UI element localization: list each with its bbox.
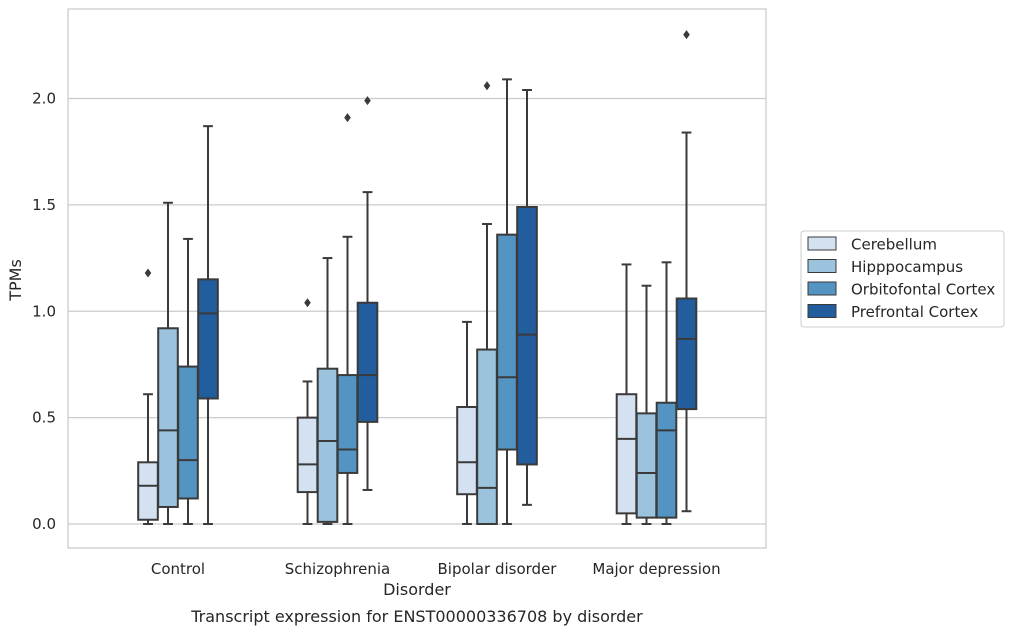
outlier-point	[683, 30, 690, 40]
box-0-1	[157, 201, 179, 525]
box-1-0	[296, 298, 319, 525]
box-3-2	[655, 261, 678, 525]
y-tick-label: 0.0	[32, 515, 56, 533]
box-body	[177, 365, 199, 500]
legend-swatch	[807, 304, 837, 318]
box-body	[615, 393, 638, 515]
y-tick-label: 1.0	[32, 302, 56, 320]
legend-label: Orbitofontal Cortex	[851, 281, 995, 299]
box-body	[296, 416, 319, 494]
box-body	[496, 233, 518, 451]
legend-frame	[800, 230, 1005, 328]
legend-label: Prefrontal Cortex	[851, 303, 978, 321]
legend-label: Cerebellum	[851, 236, 937, 254]
box-1-2	[336, 113, 359, 525]
box-body	[456, 405, 478, 496]
x-tick-label: Schizophrenia	[285, 560, 390, 578]
legend-label: Hipppocampus	[851, 258, 963, 276]
box-body	[316, 367, 339, 523]
box-3-3	[675, 30, 698, 513]
outlier-point	[344, 113, 351, 123]
box-body	[197, 278, 219, 400]
box-body	[655, 401, 678, 519]
legend: Cerebellum Hipppocampus Orbitofontal Corte…	[800, 230, 1005, 328]
x-tick-label: Bipolar disorder	[438, 560, 558, 578]
box-body	[356, 301, 379, 423]
box-body	[675, 297, 698, 411]
y-tick-label: 1.5	[32, 196, 56, 214]
box-0-3	[197, 125, 219, 525]
box-3-0	[615, 263, 638, 525]
x-tick-label: Major depression	[592, 560, 720, 578]
box-body	[157, 327, 179, 508]
chart-caption: Transcript expression for ENST0000033670…	[190, 607, 643, 626]
x-tick-labels: Control Schizophrenia Bipolar disorder Majo…	[151, 560, 721, 578]
x-axis-label: Disorder	[383, 580, 451, 599]
box-2-1	[476, 81, 498, 526]
y-tick-labels: 0.0 0.5 1.0 1.5 2.0	[32, 90, 56, 534]
box-0-2	[177, 237, 199, 525]
box-body	[635, 412, 658, 519]
x-tick-label: Control	[151, 560, 205, 578]
y-axis-label: TPMs	[6, 259, 25, 302]
outlier-point	[364, 96, 371, 106]
outlier-point	[304, 298, 311, 308]
box-2-3	[516, 88, 538, 506]
box-1-3	[356, 96, 379, 491]
box-1-1	[316, 257, 339, 525]
outlier-point	[144, 268, 152, 278]
box-body	[516, 206, 538, 466]
box-body	[476, 348, 498, 526]
box-0-0	[137, 268, 159, 525]
box-2-0	[456, 320, 478, 525]
box-body	[336, 374, 359, 474]
box-2-2	[496, 78, 518, 525]
outlier-point	[483, 81, 491, 91]
legend-swatch	[807, 281, 837, 296]
box-body	[137, 461, 159, 521]
legend-swatch	[807, 259, 837, 273]
y-tick-label: 0.5	[32, 409, 56, 427]
box-3-1	[635, 284, 658, 525]
plot-frame	[67, 8, 767, 549]
y-tick-label: 2.0	[32, 90, 56, 108]
boxes	[137, 30, 698, 526]
legend-swatch	[807, 236, 837, 251]
